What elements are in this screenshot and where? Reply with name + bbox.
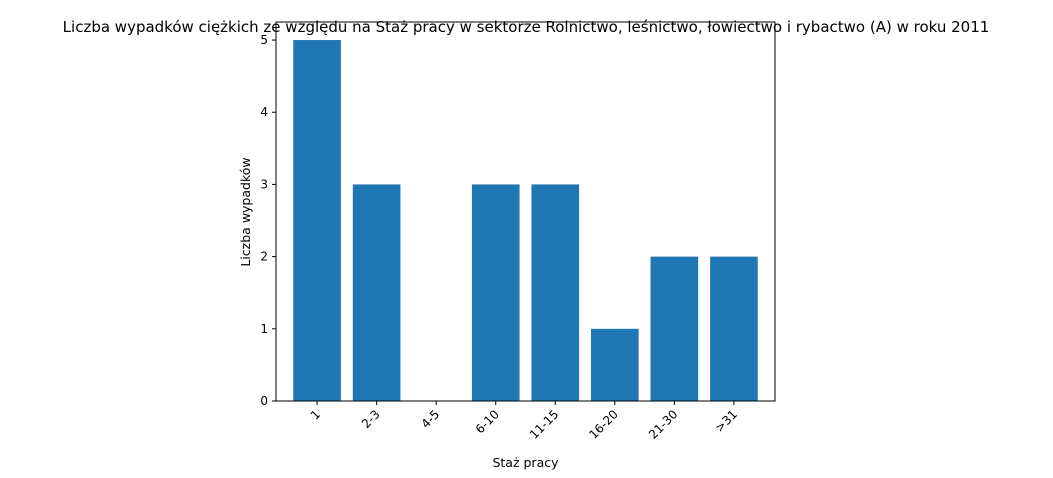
- y-tick-label-5: 5: [260, 33, 268, 47]
- x-tick-label-3: 6-10: [473, 407, 502, 436]
- bar-0: [293, 40, 341, 402]
- x-tick-label-1: 2-3: [359, 407, 383, 431]
- bar-1: [352, 184, 401, 401]
- y-tick-label-1: 1: [260, 322, 268, 336]
- y-axis: 0 1 2 3 4 5: [260, 33, 276, 408]
- y-tick-label-4: 4: [260, 105, 268, 119]
- x-axis-label: Staż pracy: [492, 455, 559, 470]
- x-tick-label-6: 21-30: [646, 407, 681, 442]
- y-tick-label-2: 2: [260, 250, 268, 264]
- y-axis-label: Liczba wypadków: [238, 157, 253, 266]
- bars-group: [293, 40, 758, 402]
- bar-6: [650, 256, 699, 401]
- bar-7: [710, 256, 758, 401]
- x-tick-label-2: 4-5: [419, 407, 443, 431]
- y-tick-label-3: 3: [260, 177, 268, 191]
- bar-4: [531, 184, 580, 401]
- bar-3: [471, 184, 520, 401]
- x-axis: 1 2-3 4-5 6-10 11-15 16-20 21-30 >31: [308, 401, 740, 442]
- chart-title: Liczba wypadków ciężkich ze względu na S…: [63, 18, 990, 36]
- x-tick-label-7: >31: [712, 407, 740, 435]
- bar-5: [591, 328, 639, 401]
- x-tick-label-0: 1: [308, 407, 323, 422]
- x-tick-label-4: 11-15: [527, 407, 562, 442]
- plot-frame: [275, 21, 776, 402]
- x-tick-label-5: 16-20: [586, 407, 621, 442]
- y-tick-label-0: 0: [260, 394, 268, 408]
